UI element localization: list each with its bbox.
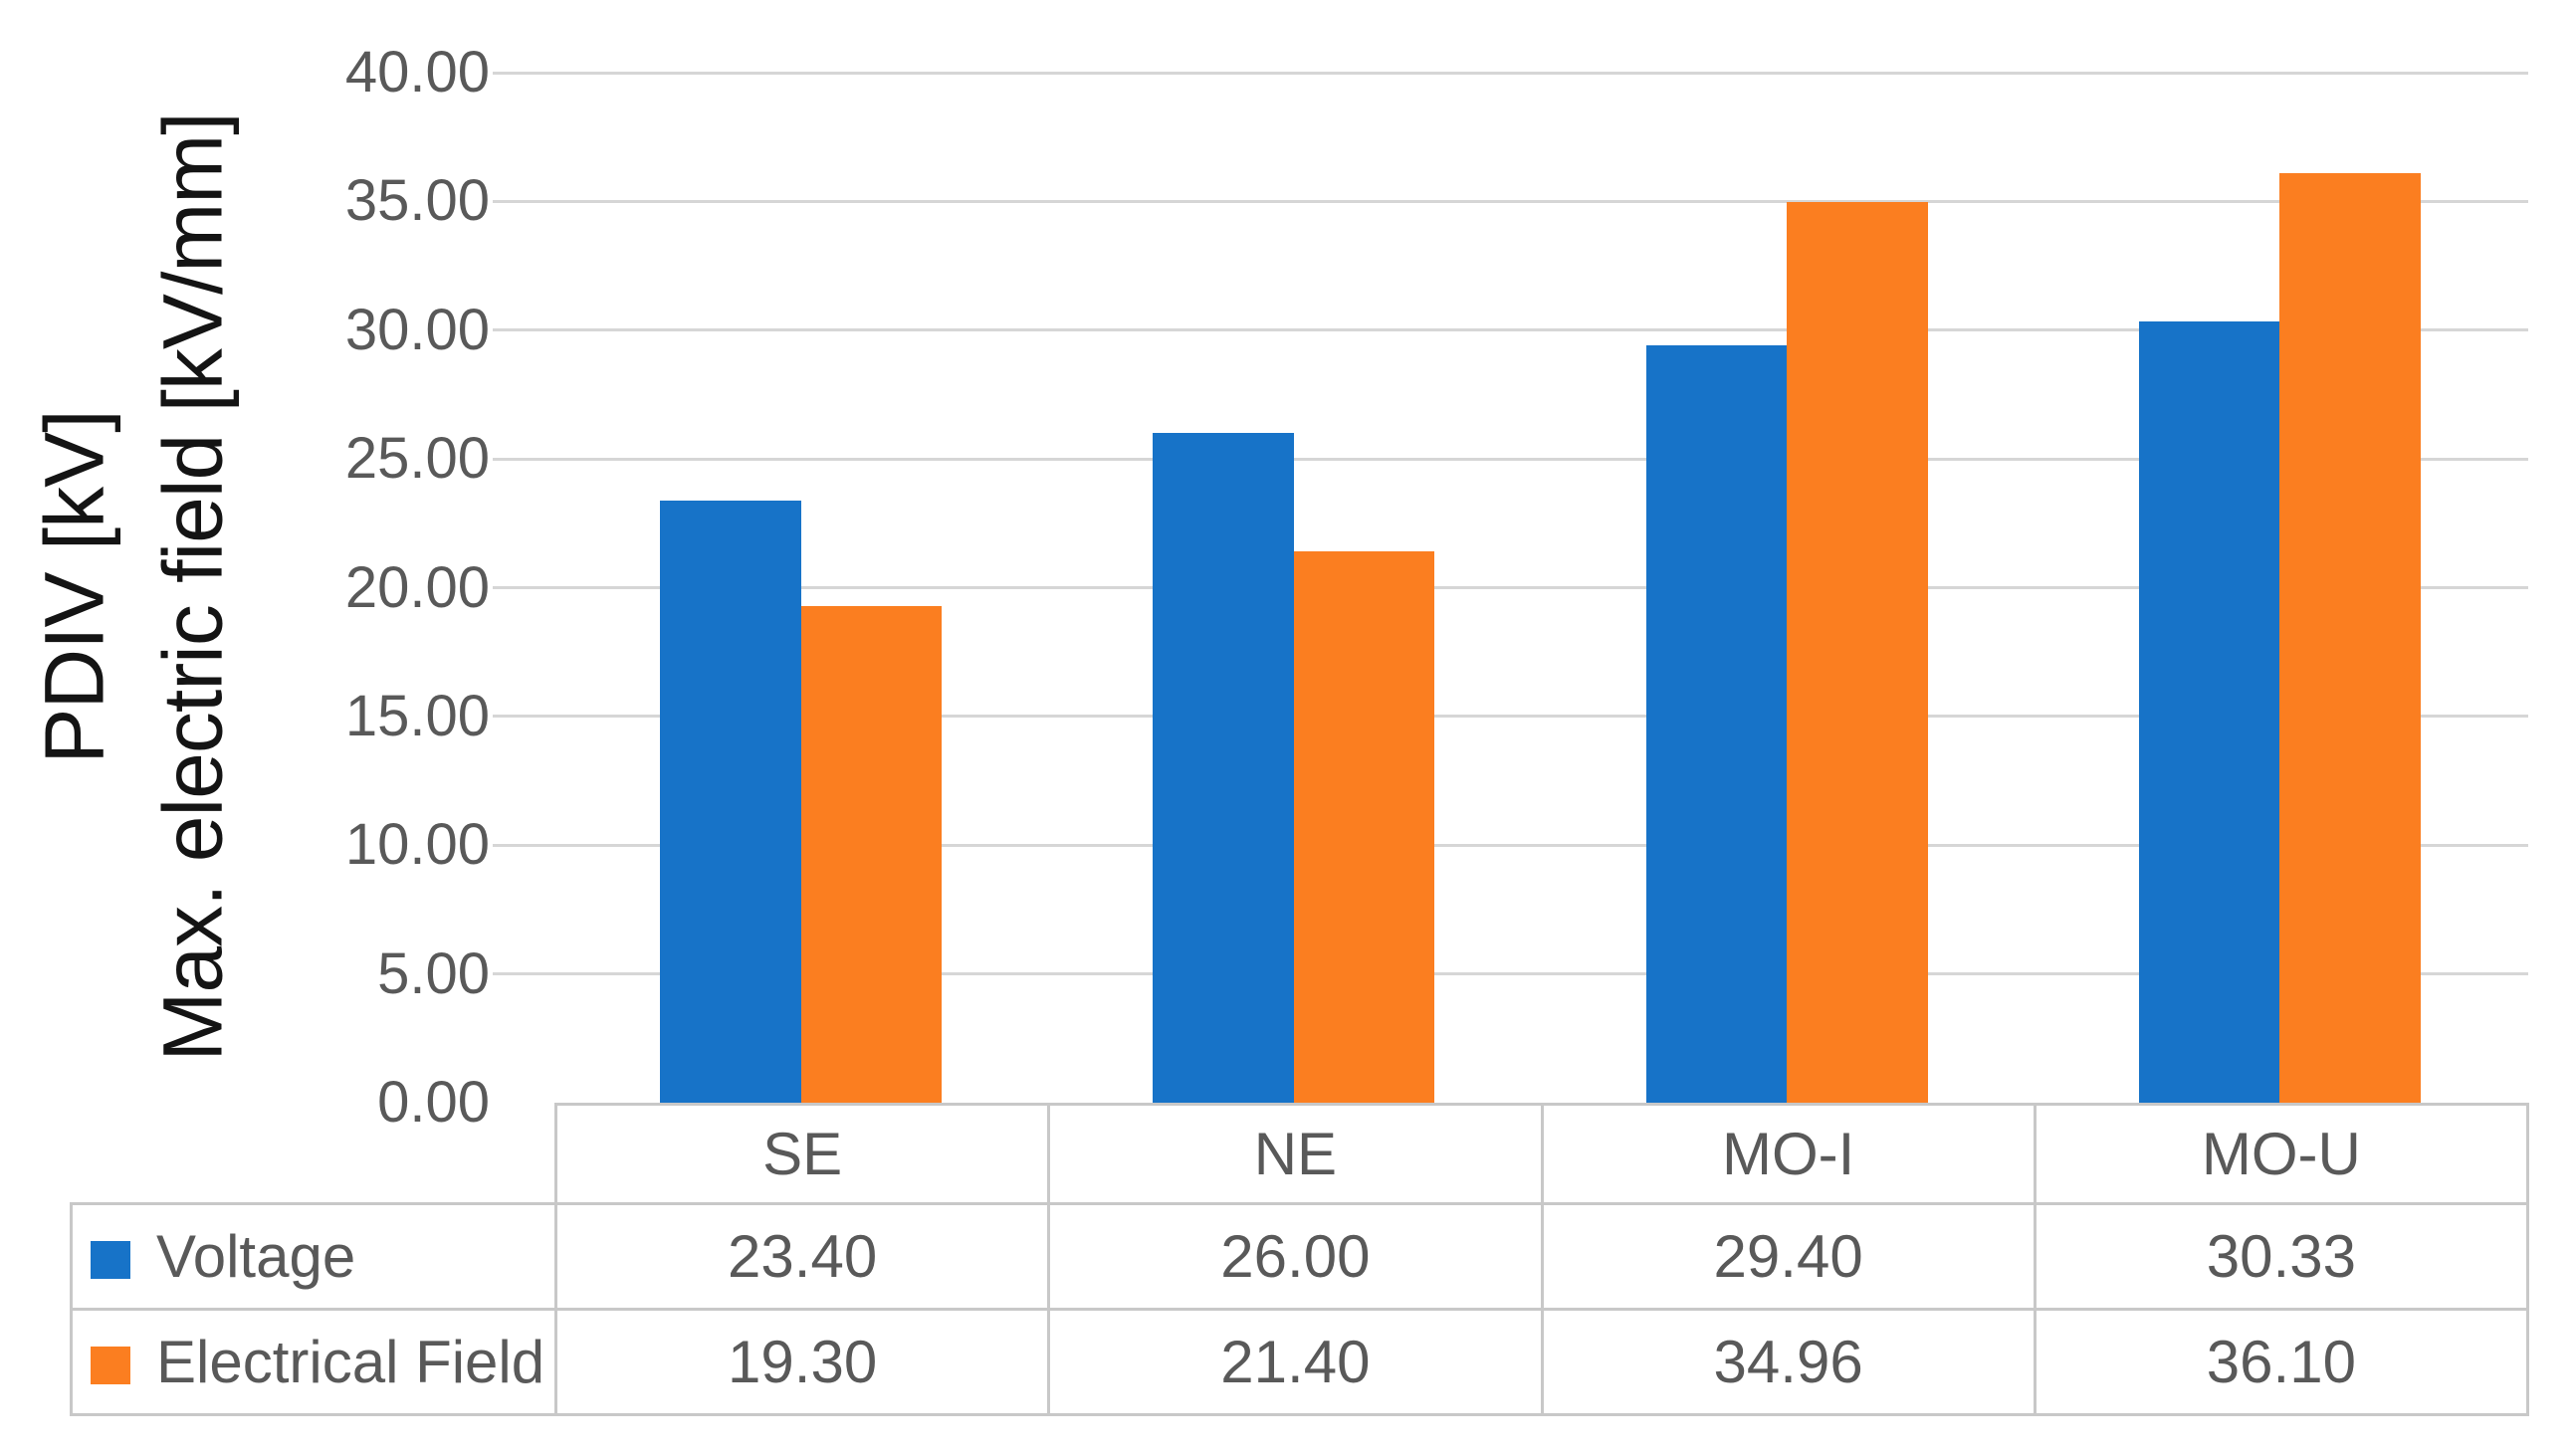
y-tick-label: 35.00 — [344, 168, 490, 234]
gridline — [493, 715, 2528, 719]
table-row-electrical-field: Electrical Field 19.30 21.40 34.96 36.10 — [70, 1308, 2530, 1416]
bar-electrical-field-mo-i — [1787, 202, 1928, 1103]
value-cell-voltage-ne: 26.00 — [1047, 1202, 1544, 1311]
gridline — [493, 843, 2528, 847]
y-tick-label: 25.00 — [344, 426, 490, 492]
gridline — [493, 199, 2528, 203]
table-header-row: SE NE MO-I MO-U — [72, 1103, 2530, 1205]
data-table: SE NE MO-I MO-U Voltage 23.40 26.00 29.40 30.33 E… — [70, 1103, 2530, 1416]
gridline — [493, 71, 2528, 75]
bar-voltage-mo-i — [1645, 345, 1788, 1103]
y-tick-label: 40.00 — [344, 40, 490, 104]
y-tick-label: 5.00 — [377, 940, 490, 1006]
legend-cell-electrical-field: Electrical Field — [70, 1308, 557, 1416]
legend-swatch-icon — [91, 1241, 130, 1279]
value-cell-voltage-mo-i: 29.40 — [1540, 1202, 2037, 1311]
y-tick-label: 30.00 — [344, 297, 490, 362]
gridline — [493, 457, 2528, 461]
category-header-ne: NE — [1047, 1103, 1544, 1205]
value-cell-electrical-field-se: 19.30 — [553, 1308, 1051, 1416]
gridline — [493, 972, 2528, 976]
legend-cell-voltage: Voltage — [70, 1202, 557, 1311]
gridline — [493, 586, 2528, 589]
legend-label: Voltage — [156, 1223, 356, 1290]
y-tick-label: 15.00 — [344, 683, 490, 748]
table-corner-empty — [72, 1105, 556, 1204]
table-row-voltage: Voltage 23.40 26.00 29.40 30.33 — [70, 1202, 2530, 1311]
value-cell-electrical-field-mo-u: 36.10 — [2033, 1308, 2530, 1416]
legend-label: Electrical Field — [156, 1329, 545, 1395]
bar-voltage-se — [660, 500, 801, 1103]
value-cell-voltage-mo-u: 30.33 — [2033, 1202, 2530, 1311]
bar-electrical-field-mo-u — [2279, 172, 2421, 1103]
value-cell-electrical-field-ne: 21.40 — [1047, 1308, 1544, 1416]
value-cell-electrical-field-mo-i: 34.96 — [1540, 1308, 2037, 1416]
bar-electrical-field-se — [800, 605, 943, 1103]
gridline — [493, 328, 2528, 332]
category-header-se: SE — [553, 1103, 1051, 1205]
legend-swatch-icon — [91, 1347, 130, 1384]
bar-electrical-field-ne — [1293, 551, 1435, 1103]
y-tick-label: 10.00 — [344, 812, 490, 878]
bar-voltage-ne — [1153, 433, 1294, 1103]
category-header-mo-u: MO-U — [2033, 1103, 2530, 1205]
value-cell-voltage-se: 23.40 — [553, 1202, 1051, 1311]
category-header-mo-i: MO-I — [1540, 1103, 2037, 1205]
y-tick-label: 0.00 — [377, 1070, 490, 1135]
y-tick-label: 20.00 — [344, 554, 490, 620]
bar-voltage-mo-u — [2138, 321, 2280, 1103]
